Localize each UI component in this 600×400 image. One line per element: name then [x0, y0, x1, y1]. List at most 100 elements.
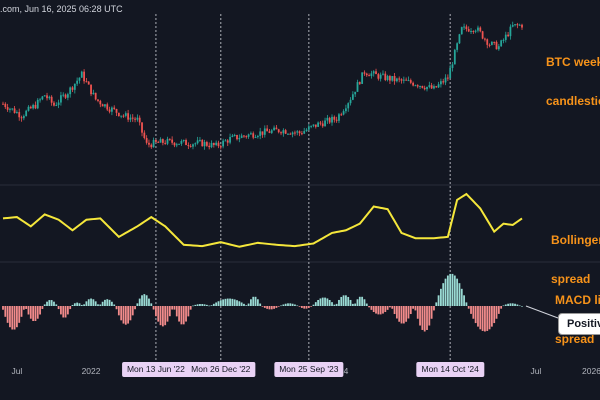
candle-body: [507, 34, 509, 37]
candle-body: [20, 117, 23, 119]
candle-body: [509, 26, 512, 37]
candle-body: [182, 139, 185, 141]
candle-body: [120, 115, 123, 117]
macd-histogram-bar: [247, 303, 250, 306]
candle-body: [467, 29, 470, 32]
macd-histogram-bar: [66, 306, 69, 315]
candle-body: [80, 71, 83, 78]
macd-histogram-bar: [113, 304, 116, 306]
macd-histogram-bar: [254, 296, 257, 306]
macd-histogram-bar: [143, 294, 146, 306]
candle-body: [428, 85, 431, 87]
candle-body: [87, 81, 90, 85]
candle-body: [442, 81, 445, 83]
candle-body: [101, 104, 104, 107]
macd-histogram-bar: [185, 306, 187, 322]
candle-body: [433, 86, 435, 89]
candle-body: [465, 26, 468, 30]
candle-body: [266, 128, 269, 132]
macd-histogram-bar: [456, 278, 459, 306]
candle-body: [159, 139, 162, 143]
candle-body: [312, 124, 315, 126]
candle-body: [122, 115, 125, 117]
macd-histogram-bar: [48, 300, 51, 306]
macd-histogram-bar: [484, 306, 486, 332]
macd-histogram-bar: [423, 306, 426, 332]
candle-body: [463, 26, 465, 28]
candle-body: [36, 99, 39, 109]
candle-body: [409, 80, 412, 83]
candle-body: [212, 143, 215, 145]
macd-histogram-bar: [182, 306, 185, 325]
candle-body: [238, 137, 241, 140]
macd-histogram-bar: [511, 303, 514, 306]
macd-histogram-bar: [472, 306, 475, 319]
candle-body: [166, 138, 169, 144]
macd-histogram-bar: [22, 306, 25, 310]
macd-histogram-bar: [312, 304, 315, 306]
candle-body: [296, 131, 299, 133]
candle-body: [66, 94, 69, 98]
candle-body: [490, 41, 493, 45]
macd-histogram-bar: [87, 299, 90, 306]
macd-histogram-bar: [57, 306, 60, 310]
macd-histogram-bar: [426, 306, 428, 330]
candle-body: [259, 131, 262, 136]
macd-histogram-bar: [370, 306, 373, 310]
candles-label-line-2: candlestic: [546, 94, 600, 108]
candle-body: [73, 83, 76, 90]
macd-histogram-bar: [240, 302, 243, 306]
macd-histogram-bar: [361, 296, 364, 306]
macd-histogram-bar: [134, 306, 136, 310]
macd-label-line-1: MACD lin: [555, 293, 600, 307]
macd-histogram-bar: [317, 299, 320, 306]
candle-body: [291, 132, 294, 135]
candle-body: [287, 133, 289, 135]
macd-histogram-bar: [375, 306, 377, 314]
macd-histogram-bar: [493, 306, 496, 324]
candle-body: [481, 31, 484, 39]
macd-histogram-bar: [250, 299, 252, 306]
macd-histogram-bar: [203, 304, 206, 306]
candle-body: [402, 79, 405, 81]
macd-histogram-bar: [514, 303, 516, 306]
macd-histogram-bar: [161, 306, 164, 327]
candle-body: [321, 123, 324, 127]
macd-histogram-bar: [463, 295, 465, 306]
macd-histogram-bar: [497, 306, 500, 314]
macd-histogram-bar: [97, 304, 99, 306]
macd-histogram-bar: [358, 296, 361, 306]
macd-histogram-bar: [141, 295, 143, 306]
candle-body: [16, 112, 18, 114]
candle-body: [368, 75, 370, 77]
date-marker-tag: Mon 13 Jun '22: [121, 362, 190, 377]
candle-body: [29, 106, 32, 109]
macd-histogram-bar: [314, 302, 317, 306]
macd-histogram-bar: [433, 306, 435, 311]
candle-body: [173, 142, 176, 146]
macd-histogram-bar: [460, 288, 463, 306]
candle-body: [331, 116, 333, 123]
candle-body: [335, 119, 338, 121]
macd-histogram-bar: [504, 304, 507, 306]
candle-body: [25, 110, 28, 117]
macd-histogram-bar: [379, 306, 382, 315]
macd-histogram-bar: [199, 303, 201, 306]
macd-histogram-bar: [310, 306, 313, 307]
macd-histogram-bar: [363, 299, 366, 306]
macd-histogram-bar: [518, 305, 521, 307]
macd-histogram-bar: [101, 301, 104, 306]
macd-histogram-bar: [231, 298, 234, 306]
candle-body: [53, 102, 55, 106]
macd-histogram-bar: [252, 296, 255, 306]
macd-histogram-bar: [226, 298, 229, 306]
candle-body: [168, 138, 171, 140]
candle-body: [97, 99, 99, 101]
candle-body: [303, 131, 306, 134]
candle-body: [32, 104, 35, 109]
candle-body: [407, 80, 410, 82]
macd-histogram-bar: [474, 306, 477, 324]
macd-histogram-bar: [261, 306, 264, 307]
candle-body: [386, 76, 389, 81]
